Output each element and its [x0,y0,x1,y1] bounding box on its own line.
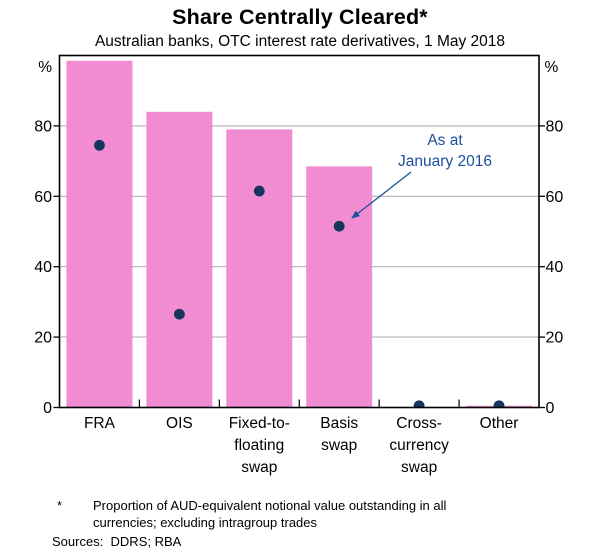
footnote-text: Proportion of AUD-equivalent notional va… [93,497,533,531]
y-tick-label-left-40: 40 [34,259,52,276]
category-label-fixed-to-floating-swap: Fixed-to- [229,415,290,432]
bar-basis-swap [306,166,373,408]
y-axis-unit-right: % [545,59,559,76]
category-label-fixed-to-floating-swap: floating [234,437,284,454]
chart-title: Share Centrally Cleared* [172,5,428,29]
bar-fixed-to-floating-swap [226,129,293,408]
footnote-marker: * [57,498,63,513]
y-tick-label-left-0: 0 [43,400,52,417]
footnote-line: Proportion of AUD-equivalent notional va… [93,498,447,513]
annotation-label: January 2016 [398,153,492,170]
y-tick-label-left-60: 60 [34,189,52,206]
annotation-label: As at [427,132,463,149]
y-tick-label-left-20: 20 [34,330,52,347]
category-label-cross-currency-swap: Cross- [396,415,442,432]
dot-series-group [94,139,505,408]
plot-frame [58,54,540,409]
y-tick-label-right-60: 60 [546,189,564,206]
jan2016-dot-cross-currency-swap [413,400,425,408]
category-label-cross-currency-swap: swap [401,459,437,476]
y-tick-label-right-40: 40 [546,259,564,276]
chart-subtitle: Australian banks, OTC interest rate deri… [94,33,506,50]
footnote-line: currencies; excluding intragroup trades [93,515,318,530]
chart-svg: 0 0 20 20 40 40 60 60 80 80% % FRA OIS Fixed-to-float… [34,54,564,476]
y-tick-label-right-80: 80 [546,118,564,135]
jan2016-dot-basis-swap [333,220,345,232]
category-label-cross-currency-swap: currency [389,437,449,454]
bar-fra [66,60,133,408]
category-label-fixed-to-floating-swap: swap [241,459,277,476]
bar-ois [146,111,213,408]
y-tick-label-left-80: 80 [34,118,52,135]
category-label-other: Other [480,415,519,432]
category-label-basis-swap: Basis [320,415,358,432]
y-tick-label-right-20: 20 [546,330,564,347]
jan2016-dot-fra [94,139,105,151]
jan2016-dot-fixed-to-floating-swap [253,185,265,197]
category-label-basis-swap: swap [321,437,357,454]
jan2016-dot-ois [173,308,185,320]
y-tick-label-right-0: 0 [546,400,555,417]
sources-line: Sources: DDRS; RBA [52,534,182,549]
annotation-arrow [351,171,412,219]
category-label-ois: OIS [166,415,193,432]
category-label-fra: FRA [84,415,116,432]
jan2016-dot-other [493,400,505,408]
y-axis-unit-left: % [38,59,52,76]
